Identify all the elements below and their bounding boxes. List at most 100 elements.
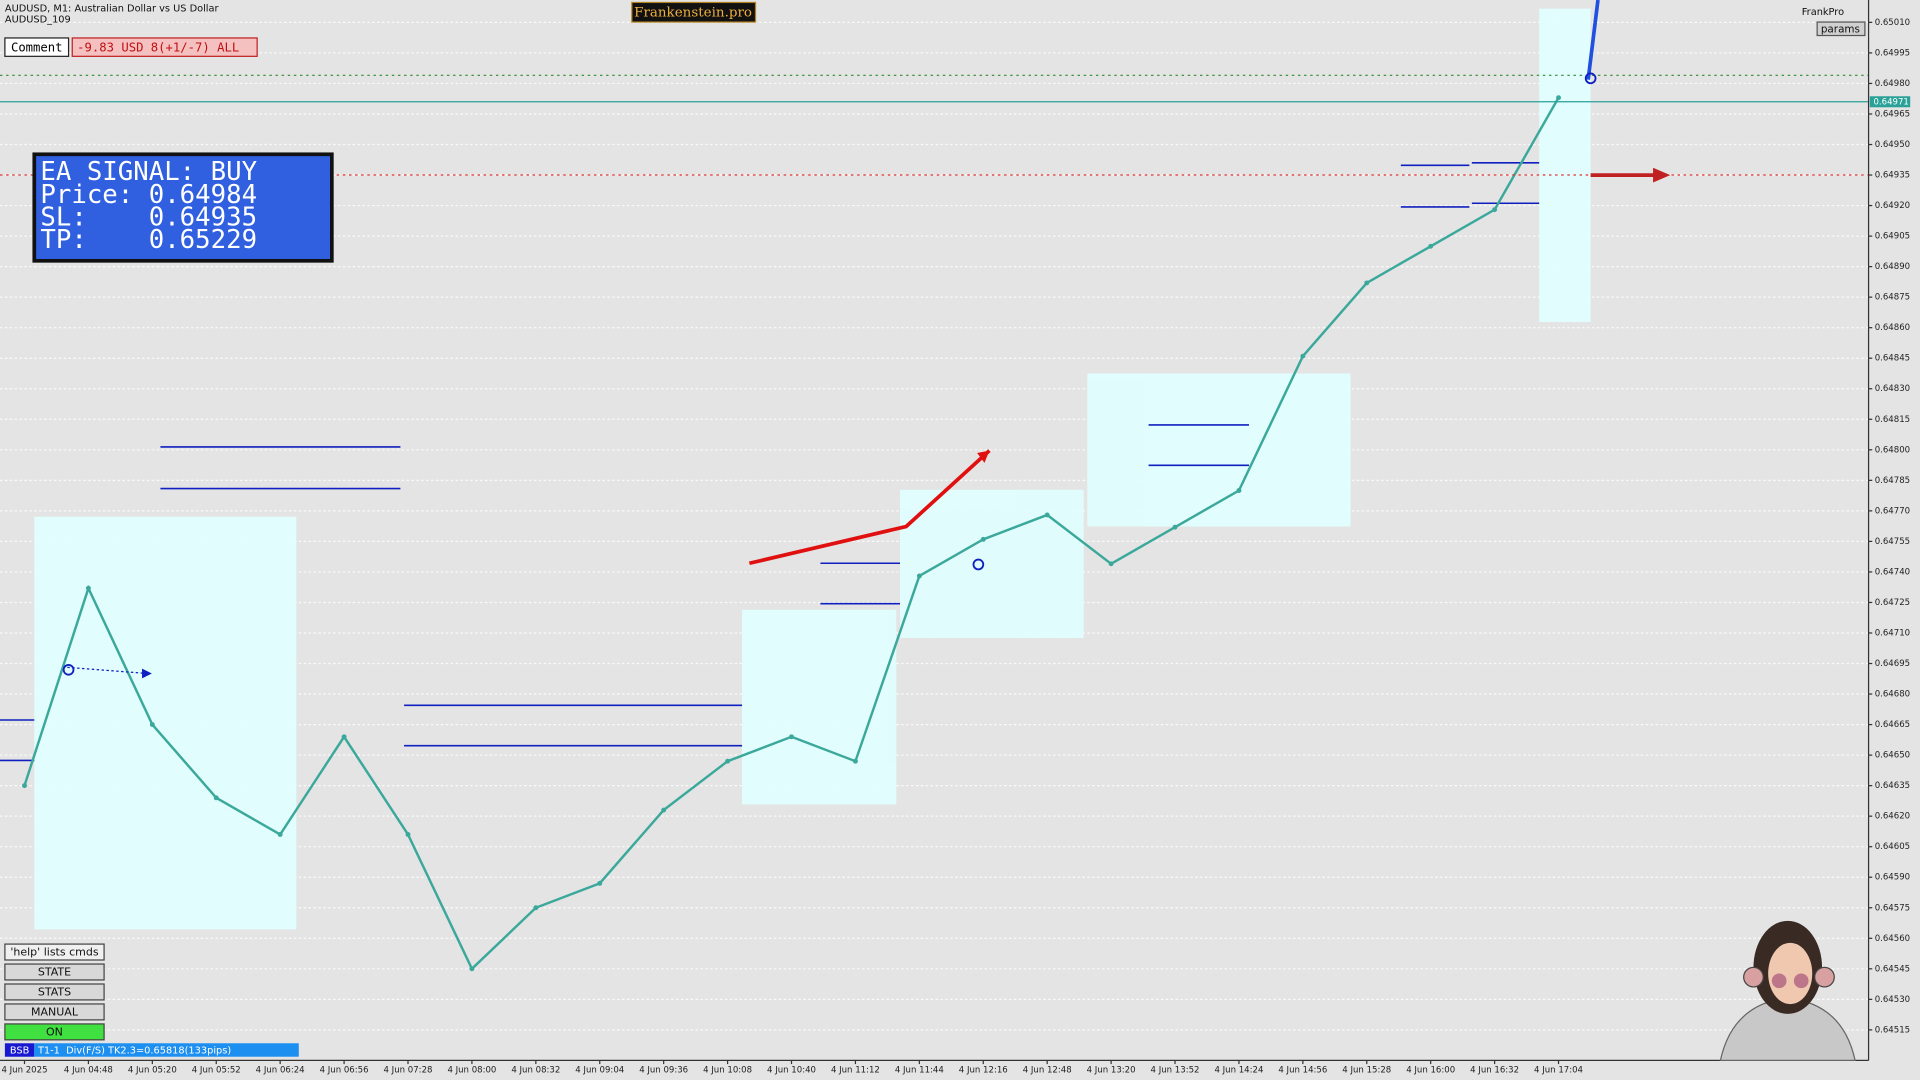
price-point xyxy=(1556,95,1561,101)
y-tick-label: 0.64530 xyxy=(1875,995,1910,1005)
price-point xyxy=(1044,512,1050,518)
x-tick-label: 4 Jun 13:20 xyxy=(1087,1066,1136,1076)
brand-box xyxy=(631,1,757,23)
y-tick-label: 0.64605 xyxy=(1875,842,1910,852)
y-tick-label: 0.64620 xyxy=(1875,812,1910,822)
y-tick-label: 0.64575 xyxy=(1875,903,1910,913)
y-tick-label: 0.64710 xyxy=(1875,628,1910,638)
y-tick-label: 0.64650 xyxy=(1875,751,1910,761)
price-point xyxy=(405,832,411,837)
comment-box xyxy=(4,37,70,57)
account-label: AUDUSD_109 xyxy=(5,15,71,26)
params-label[interactable]: params xyxy=(1821,23,1860,35)
y-tick-label: 0.64695 xyxy=(1875,659,1910,669)
x-tick-label: 4 Jun 13:52 xyxy=(1151,1066,1200,1076)
button-panel: 'help' lists cmds STATE STATS MANUAL ON xyxy=(4,943,105,1041)
y-tick-label: 0.64830 xyxy=(1875,384,1910,394)
price-point xyxy=(1300,353,1306,359)
price-point xyxy=(341,734,347,740)
price-point xyxy=(149,722,155,728)
avatar-face xyxy=(1768,942,1813,1005)
signal-line: Price: 0.64984 xyxy=(40,180,257,210)
x-tick-label: 4 Jun 06:56 xyxy=(320,1066,369,1076)
button[interactable] xyxy=(4,1003,105,1021)
x-tick-label: 4 Jun 05:52 xyxy=(192,1066,241,1076)
avatar-glasses xyxy=(1793,973,1809,989)
y-tick-label: 0.64995 xyxy=(1875,48,1910,58)
y-tick-label: 0.64740 xyxy=(1875,567,1910,577)
button-label[interactable]: MANUAL xyxy=(31,1006,79,1019)
price-point xyxy=(277,832,283,837)
x-tick-label: 4 Jun 11:44 xyxy=(895,1066,944,1076)
y-tick-label: 0.64590 xyxy=(1875,873,1910,883)
y-tick-label: 0.64875 xyxy=(1875,293,1910,303)
comment-value: -9.83 USD 8(+1/-7) ALL xyxy=(77,40,239,54)
button[interactable] xyxy=(4,983,105,1001)
y-tick-label: 0.64890 xyxy=(1875,262,1910,272)
button-label[interactable]: STATE xyxy=(38,966,71,979)
signal-line: SL: 0.64935 xyxy=(40,202,257,232)
x-tick-label: 4 Jun 17:04 xyxy=(1534,1066,1583,1076)
price-point xyxy=(916,573,922,579)
signal-box xyxy=(32,152,334,263)
arrow-head xyxy=(1653,167,1671,183)
plot xyxy=(0,74,1869,972)
y-tick-label: 0.64515 xyxy=(1875,1025,1910,1035)
price-point xyxy=(22,783,27,789)
range-lines xyxy=(0,162,1540,762)
y-tick-label: 0.64785 xyxy=(1875,476,1910,486)
avatar xyxy=(1719,920,1856,1062)
tp-line xyxy=(1586,0,1600,80)
price-point xyxy=(1428,243,1434,249)
price-point xyxy=(1364,280,1370,286)
y-tick-label: 0.64680 xyxy=(1875,690,1910,700)
y-tick-label: 0.64920 xyxy=(1875,201,1910,211)
x-tick-label: 4 Jun 12:16 xyxy=(959,1066,1008,1076)
avatar-glasses xyxy=(1771,973,1787,989)
price-point xyxy=(597,880,603,886)
y-tick-label: 0.64935 xyxy=(1875,171,1910,181)
button[interactable] xyxy=(4,1023,105,1041)
arrows xyxy=(62,0,1671,679)
y-tick-label: 0.64950 xyxy=(1875,140,1910,150)
button-label[interactable]: STATS xyxy=(38,986,71,999)
price-point xyxy=(980,536,986,542)
y-tick-label: 0.64560 xyxy=(1875,934,1910,944)
y-tick-label: 0.64770 xyxy=(1875,506,1910,516)
button[interactable] xyxy=(4,963,105,981)
y-tick-label: 0.64725 xyxy=(1875,598,1910,608)
y-tick-label: 0.64860 xyxy=(1875,323,1910,333)
x-tick-label: 4 Jun 2025 xyxy=(1,1066,47,1076)
symbol-label: AUDUSD, M1: Australian Dollar vs US Doll… xyxy=(5,4,220,15)
button[interactable] xyxy=(4,943,105,961)
x-tick-label: 4 Jun 16:00 xyxy=(1406,1066,1455,1076)
y-tick-label: 0.64815 xyxy=(1875,415,1910,425)
signal-arrow xyxy=(67,666,147,675)
status-tag: BSB xyxy=(10,1046,30,1057)
price-point xyxy=(1108,561,1114,567)
arrow-head xyxy=(142,668,152,679)
button-label[interactable]: ON xyxy=(46,1025,63,1038)
price-point xyxy=(1236,488,1242,493)
x-tick-label: 4 Jun 05:20 xyxy=(128,1066,177,1076)
button-label[interactable]: 'help' lists cmds xyxy=(10,946,99,959)
y-tick-label: 0.64545 xyxy=(1875,964,1910,974)
user-label: FrankPro xyxy=(1802,7,1844,18)
y-tick-label: 0.64845 xyxy=(1875,354,1910,364)
x-tick-label: 4 Jun 06:24 xyxy=(256,1066,305,1076)
price-point xyxy=(789,734,794,740)
session-box xyxy=(1087,373,1351,527)
entry-marker xyxy=(972,558,985,571)
x-tick-label: 4 Jun 16:32 xyxy=(1470,1066,1519,1076)
price-point xyxy=(725,758,731,764)
x-tick-label: 4 Jun 09:04 xyxy=(575,1066,624,1076)
session-box xyxy=(1539,8,1591,323)
x-tick-label: 4 Jun 14:24 xyxy=(1214,1066,1263,1076)
price-point xyxy=(852,758,858,764)
price-point xyxy=(213,795,219,801)
session-box xyxy=(742,609,897,805)
arrow-head xyxy=(977,450,990,463)
params-button[interactable] xyxy=(1816,21,1866,37)
brand: Frankenstein.pro xyxy=(634,5,752,20)
